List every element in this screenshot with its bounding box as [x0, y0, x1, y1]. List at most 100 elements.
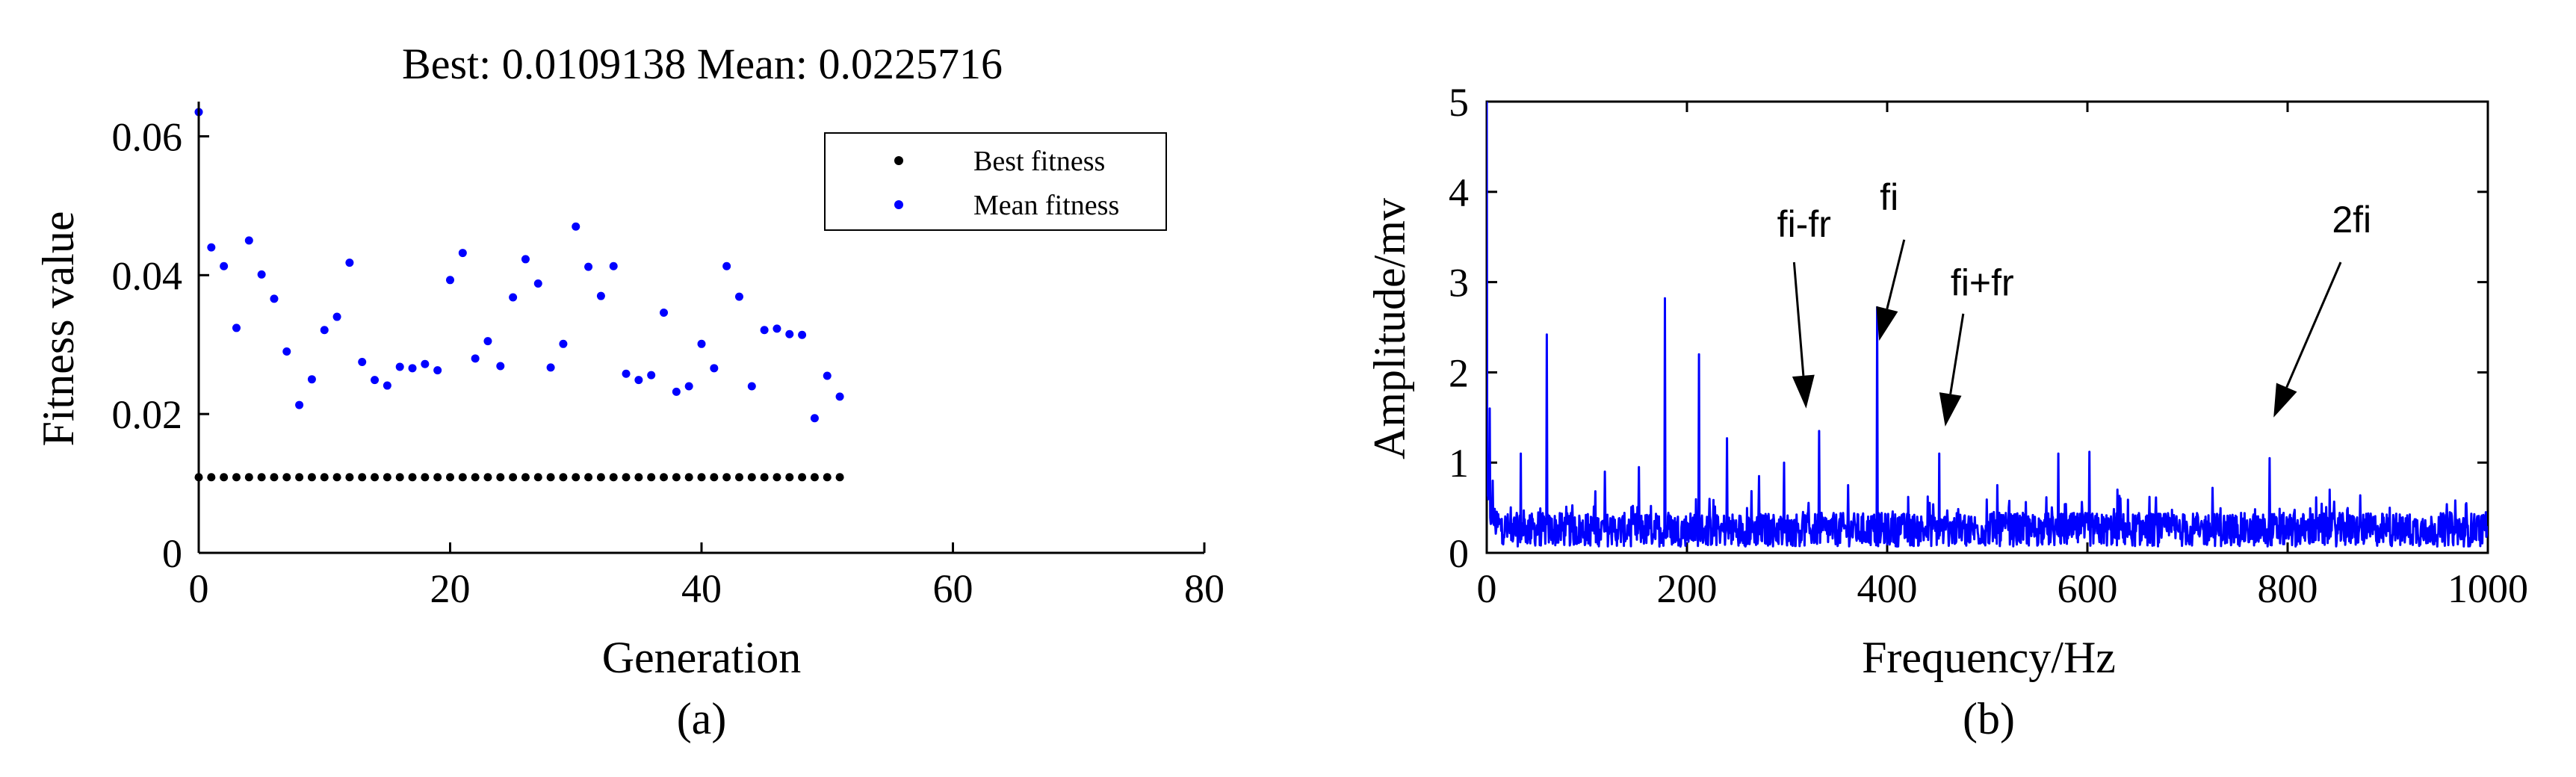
point-mean-fitness	[810, 414, 819, 423]
chart-a-xtick-label: 80	[1184, 566, 1224, 611]
point-mean-fitness	[760, 326, 769, 335]
point-best-fitness	[760, 473, 769, 482]
chart-b-ytick-label: 2	[1449, 350, 1469, 395]
point-best-fitness	[433, 473, 442, 482]
point-best-fitness	[244, 473, 253, 482]
point-mean-fitness	[471, 354, 480, 363]
point-best-fitness	[332, 473, 341, 482]
point-best-fitness	[546, 473, 555, 482]
point-mean-fitness	[320, 326, 329, 335]
annotation-arrow-shaft	[1949, 313, 1965, 394]
chart-a-points	[194, 108, 844, 482]
point-mean-fitness	[421, 359, 430, 368]
point-mean-fitness	[307, 375, 316, 384]
chart-b-ytick-label: 0	[1449, 531, 1469, 576]
point-mean-fitness	[332, 312, 341, 321]
chart-b-annotations: fi-fr fi fi+fr 2fi	[1777, 176, 2371, 427]
point-best-fitness	[446, 473, 454, 482]
annotation-label: fi+fr	[1951, 262, 2014, 304]
point-best-fitness	[835, 473, 844, 482]
point-mean-fitness	[207, 243, 216, 252]
panel-a: Best: 0.0109138 Mean: 0.0225716 0 20 40 60 8…	[34, 40, 1224, 743]
point-best-fitness	[483, 473, 492, 482]
point-best-fitness	[684, 473, 693, 482]
point-mean-fitness	[244, 236, 253, 245]
point-mean-fitness	[634, 376, 643, 385]
point-best-fitness	[697, 473, 706, 482]
chart-a-xtick-label: 60	[933, 566, 973, 611]
point-best-fitness	[471, 473, 480, 482]
chart-b-xtick-label: 1000	[2447, 566, 2528, 611]
chart-b-xtick-label: 800	[2258, 566, 2318, 611]
point-mean-fitness	[747, 382, 756, 391]
point-mean-fitness	[823, 371, 832, 380]
point-mean-fitness	[295, 400, 304, 409]
point-best-fitness	[823, 473, 832, 482]
point-best-fitness	[521, 473, 530, 482]
legend-marker-best-fitness	[894, 156, 903, 165]
chart-b-tick-labels: 0 200 400 600 800 1000 0 1 2 3 4 5	[1449, 80, 2528, 611]
chart-b-ylabel: Amplitude/mv	[1365, 198, 1414, 459]
point-mean-fitness	[572, 222, 580, 231]
point-best-fitness	[383, 473, 391, 482]
chart-b-ytick-label: 1	[1449, 441, 1469, 486]
point-best-fitness	[220, 473, 229, 482]
chart-a-ytick-label: 0.02	[112, 392, 183, 437]
point-mean-fitness	[785, 329, 794, 338]
chart-a-ytick-label: 0.04	[112, 253, 183, 298]
point-best-fitness	[371, 473, 380, 482]
chart-a-plot: 0 20 40 60 80 0 0.02 0.04 0.06	[112, 102, 1225, 611]
chart-b-frame	[1485, 100, 2489, 554]
point-mean-fitness	[533, 279, 542, 288]
point-best-fitness	[257, 473, 266, 482]
chart-a-ylabel: Fitness value	[34, 211, 83, 447]
point-best-fitness	[634, 473, 643, 482]
point-best-fitness	[660, 473, 669, 482]
point-best-fitness	[207, 473, 216, 482]
point-best-fitness	[747, 473, 756, 482]
legend-box	[824, 132, 1167, 231]
point-best-fitness	[609, 473, 618, 482]
annotation-arrow-head	[1792, 374, 1815, 409]
chart-b-ytick-label: 5	[1449, 80, 1469, 125]
chart-b-plot: 0 200 400 600 800 1000 0 1 2 3 4 5 fi-fr fi fi+fr 2fi	[1449, 80, 2528, 611]
point-mean-fitness	[672, 387, 681, 396]
point-best-fitness	[509, 473, 518, 482]
point-best-fitness	[395, 473, 404, 482]
point-mean-fitness	[446, 276, 454, 285]
chart-a-xtick-label: 0	[189, 566, 209, 611]
point-best-fitness	[358, 473, 367, 482]
point-mean-fitness	[270, 294, 279, 303]
point-mean-fitness	[584, 262, 593, 271]
point-best-fitness	[596, 473, 605, 482]
point-best-fitness	[408, 473, 417, 482]
annotation-label: fi	[1880, 176, 1898, 218]
point-best-fitness	[270, 473, 279, 482]
legend-marker-mean-fitness	[894, 200, 903, 209]
point-best-fitness	[773, 473, 781, 482]
point-best-fitness	[647, 473, 656, 482]
chart-b-spectrum-line	[1487, 102, 2488, 548]
chart-b-ytick-label: 3	[1449, 261, 1469, 306]
point-best-fitness	[307, 473, 316, 482]
point-best-fitness	[458, 473, 467, 482]
point-mean-fitness	[622, 369, 631, 378]
chart-a-ytick-label: 0	[162, 531, 182, 576]
point-mean-fitness	[395, 362, 404, 371]
point-mean-fitness	[835, 392, 844, 401]
point-best-fitness	[421, 473, 430, 482]
point-best-fitness	[496, 473, 505, 482]
point-mean-fitness	[734, 292, 743, 301]
chart-b-panel-label: (b)	[1963, 694, 2015, 743]
point-best-fitness	[722, 473, 731, 482]
point-best-fitness	[282, 473, 291, 482]
annotation-arrow-shaft	[1792, 261, 1805, 376]
point-mean-fitness	[408, 364, 417, 373]
point-mean-fitness	[433, 366, 442, 375]
point-best-fitness	[734, 473, 743, 482]
chart-a-tick-labels: 0 20 40 60 80 0 0.02 0.04 0.06	[112, 114, 1225, 611]
point-mean-fitness	[358, 357, 367, 366]
point-mean-fitness	[220, 261, 229, 270]
